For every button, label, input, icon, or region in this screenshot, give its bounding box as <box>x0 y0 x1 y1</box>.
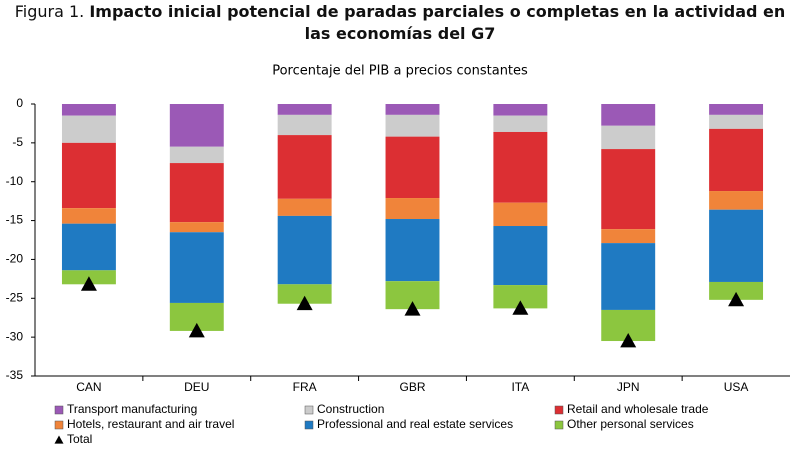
bar-segment <box>169 222 224 233</box>
legend-label: Construction <box>317 402 384 416</box>
chart-heading: Figura 1. Impacto inicial potencial de p… <box>0 0 800 45</box>
x-tick-label: JPN <box>617 380 640 394</box>
bar-segment <box>385 104 440 115</box>
bar-segment <box>601 104 656 126</box>
bar-segment <box>277 135 332 199</box>
bar-segment <box>61 223 116 271</box>
bar-segment <box>277 215 332 285</box>
bar-segment <box>61 208 116 224</box>
legend-swatch <box>54 420 64 430</box>
bar-segment <box>277 104 332 115</box>
bar-segment <box>277 284 332 304</box>
bar-segment <box>709 114 764 129</box>
bar-segment <box>493 226 548 286</box>
y-tick-label: -5 <box>12 135 23 149</box>
bar-segment <box>61 104 116 116</box>
legend-label: Hotels, restaurant and air travel <box>67 417 234 431</box>
bar-segment <box>601 243 656 310</box>
bar-segment <box>601 229 656 244</box>
total-marker <box>404 301 421 316</box>
total-marker <box>512 300 529 315</box>
legend-swatch <box>304 405 314 415</box>
chart-title: Impacto inicial potencial de paradas par… <box>89 2 786 43</box>
bar-segment <box>493 131 548 203</box>
bar-segment <box>385 114 440 137</box>
figure-label: Figura 1. <box>14 2 85 21</box>
y-tick-label: -30 <box>6 329 24 343</box>
y-tick-label: -35 <box>6 368 24 382</box>
bar-segment <box>385 136 440 199</box>
bar-segment <box>169 163 224 223</box>
x-tick-label: GBR <box>399 380 425 394</box>
legend-label: Other personal services <box>567 417 694 431</box>
bar-segment <box>601 149 656 230</box>
bar-segment <box>277 114 332 136</box>
bar-segment <box>169 232 224 303</box>
y-tick-label: 0 <box>16 96 23 110</box>
bar-segment <box>493 115 548 132</box>
bar-segment <box>169 104 224 147</box>
bar-segment <box>493 104 548 116</box>
legend-label: Transport manufacturing <box>67 402 197 416</box>
bar-segment <box>709 209 764 282</box>
bar-segment <box>169 146 224 164</box>
bar-segment <box>385 198 440 220</box>
x-tick-label: CAN <box>76 380 101 394</box>
x-tick-label: USA <box>724 380 749 394</box>
y-tick-label: -15 <box>6 213 24 227</box>
total-marker <box>80 276 97 291</box>
bar-segment <box>601 125 656 150</box>
x-tick-label: FRA <box>293 380 317 394</box>
total-marker <box>188 322 205 338</box>
total-marker <box>728 291 745 307</box>
x-tick-label: DEU <box>184 380 209 394</box>
total-marker <box>296 295 313 311</box>
bar-segment <box>709 191 764 210</box>
bar-segment <box>493 285 548 309</box>
legend-swatch <box>54 405 64 415</box>
legend-label: Total <box>67 432 92 446</box>
y-tick-label: -10 <box>6 174 24 188</box>
bar-segment <box>277 198 332 216</box>
y-tick-label: -25 <box>6 290 24 304</box>
y-tick-label: -20 <box>6 252 24 266</box>
legend-label: Retail and wholesale trade <box>567 402 709 416</box>
bar-segment <box>61 142 116 209</box>
bar-segment <box>61 115 116 143</box>
legend-swatch <box>554 420 564 430</box>
bar-segment <box>709 281 764 300</box>
x-tick-label: ITA <box>511 380 529 394</box>
legend-swatch <box>554 405 564 415</box>
bar-segment <box>709 104 764 115</box>
legend-marker <box>54 435 64 444</box>
chart-subtitle: Porcentaje del PIB a precios constantes <box>272 64 528 79</box>
bar-segment <box>385 219 440 282</box>
legend-swatch <box>304 420 314 430</box>
bar-segment <box>493 202 548 227</box>
legend-label: Professional and real estate services <box>317 417 513 431</box>
bar-segment <box>709 128 764 192</box>
total-marker <box>620 333 637 348</box>
